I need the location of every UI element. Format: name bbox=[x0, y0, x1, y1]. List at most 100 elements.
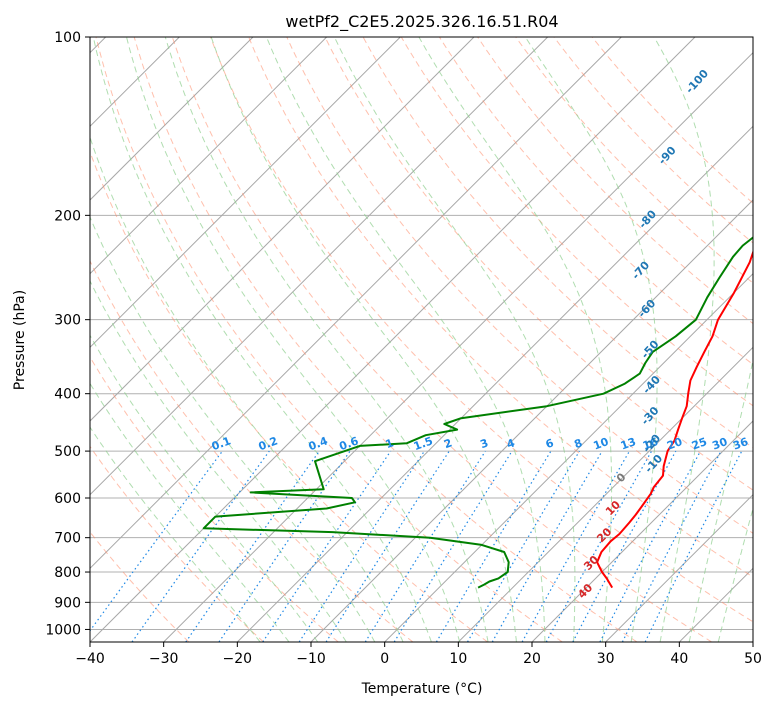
isotherm-line bbox=[90, 37, 696, 642]
x-axis-label: Temperature (°C) bbox=[361, 681, 483, 697]
mixing-ratio-label: 0.6 bbox=[338, 434, 361, 453]
y-tick-label: 100 bbox=[54, 30, 81, 46]
mixing-ratio-label: 8 bbox=[572, 436, 584, 451]
mixing-ratio-line bbox=[435, 450, 552, 642]
dry-adiabat-line bbox=[324, 37, 753, 491]
moist-adiabat-label: 40 bbox=[575, 581, 595, 601]
y-tick-label: 500 bbox=[54, 444, 81, 460]
y-tick-label: 1000 bbox=[45, 622, 81, 638]
mixing-ratio-line bbox=[572, 450, 677, 642]
x-tick-label: −10 bbox=[296, 651, 326, 667]
dry-adiabat-line bbox=[90, 445, 264, 642]
isotherm-line bbox=[605, 493, 753, 642]
dry-adiabat-label: -80 bbox=[636, 207, 659, 231]
moist-adiabat-line bbox=[126, 37, 461, 642]
plot-series bbox=[202, 236, 753, 589]
y-tick-label: 400 bbox=[54, 387, 81, 403]
dry-adiabat-line bbox=[248, 37, 753, 578]
mixing-ratio-line bbox=[325, 450, 450, 642]
dry-adiabat-label: -60 bbox=[635, 297, 658, 321]
y-tick-label: 900 bbox=[54, 595, 81, 611]
isotherm-line bbox=[90, 37, 401, 349]
mixing-ratio-line bbox=[545, 450, 653, 642]
moist-adiabat-line bbox=[688, 358, 753, 642]
dry-adiabat-line bbox=[90, 259, 414, 642]
y-tick-label: 200 bbox=[54, 208, 81, 224]
x-tick-label: −40 bbox=[75, 651, 105, 667]
moist-adiabat-line bbox=[92, 37, 432, 642]
x-tick-label: −30 bbox=[149, 651, 179, 667]
mixing-ratio-line bbox=[364, 450, 486, 642]
dry-adiabat-line bbox=[90, 356, 339, 642]
y-axis-label: Pressure (hPa) bbox=[12, 290, 28, 390]
y-tick-label: 600 bbox=[54, 491, 81, 507]
moist-adiabat-line bbox=[266, 37, 546, 642]
mixing-ratio-label: 1 bbox=[384, 436, 396, 451]
mixing-ratio-label: 20 bbox=[665, 435, 684, 453]
dry-adiabat-line bbox=[591, 37, 753, 204]
y-tick-label: 800 bbox=[54, 565, 81, 581]
isotherm-line bbox=[531, 420, 753, 642]
x-tick-label: 30 bbox=[597, 651, 615, 667]
x-tick-label: 0 bbox=[380, 651, 389, 667]
mixing-ratio-label: 4 bbox=[505, 436, 517, 451]
moist-adiabat-line bbox=[524, 37, 658, 642]
dry-adiabat-label: -50 bbox=[639, 338, 662, 362]
chart-title: wetPf2_C2E5.2025.326.16.51.R04 bbox=[285, 12, 558, 32]
plot-background-lines bbox=[90, 37, 753, 642]
mixing-ratio-label: 0.1 bbox=[210, 434, 233, 453]
x-tick-label: −20 bbox=[223, 651, 253, 667]
mixing-ratio-label: 0.4 bbox=[307, 434, 330, 453]
moist-adiabat-line bbox=[90, 215, 376, 642]
dry-adiabat-line bbox=[210, 37, 753, 623]
moist-adiabat-line bbox=[90, 334, 319, 642]
isotherm-line bbox=[678, 567, 753, 642]
dry-adiabat-label: -20 bbox=[640, 432, 663, 456]
isotherm-line bbox=[90, 37, 475, 422]
dry-adiabat-line bbox=[171, 37, 712, 642]
isotherm-line bbox=[90, 37, 328, 275]
dry-adiabat-line bbox=[95, 37, 563, 642]
moist-adiabat-line bbox=[90, 426, 261, 642]
isotherm-line bbox=[752, 641, 753, 642]
dry-adiabat-line bbox=[477, 37, 753, 325]
dry-adiabat-line bbox=[90, 531, 190, 642]
moist-adiabat-label: 20 bbox=[594, 525, 614, 545]
dry-adiabat-label: -40 bbox=[640, 373, 663, 397]
dry-adiabat-line bbox=[90, 150, 488, 642]
moist-adiabat-line bbox=[164, 37, 489, 642]
mixing-ratio-line bbox=[90, 450, 223, 632]
moist-adiabat-line bbox=[717, 506, 753, 642]
mixing-ratio-label: 36 bbox=[731, 435, 750, 453]
dewpoint-profile-line bbox=[202, 236, 753, 589]
mixing-ratio-line bbox=[466, 450, 580, 642]
y-tick-label: 300 bbox=[54, 313, 81, 329]
plot-frame bbox=[89, 36, 754, 643]
mixing-ratio-line bbox=[393, 450, 513, 642]
isotherm-line bbox=[90, 37, 622, 570]
mixing-ratio-line bbox=[218, 450, 351, 642]
isotherm-line bbox=[384, 272, 753, 642]
moist-adiabat-line bbox=[90, 382, 290, 642]
mixing-ratio-label: 25 bbox=[690, 435, 709, 452]
mixing-ratio-line bbox=[185, 450, 320, 642]
dry-adiabat-label: -30 bbox=[639, 404, 662, 428]
temperature-profile-line bbox=[596, 249, 753, 589]
moist-adiabat-label: 10 bbox=[603, 498, 623, 518]
dry-adiabat-line bbox=[133, 37, 638, 642]
mixing-ratio-label: 6 bbox=[544, 436, 556, 451]
isotherm-line bbox=[236, 125, 753, 642]
mixing-ratio-label: 16 bbox=[641, 435, 660, 453]
x-tick-label: 20 bbox=[523, 651, 541, 667]
mixing-ratio-line bbox=[298, 450, 425, 642]
mixing-ratio-line bbox=[599, 450, 702, 642]
mixing-ratio-label: 30 bbox=[710, 435, 729, 453]
x-tick-label: 10 bbox=[449, 651, 467, 667]
dry-adiabat-line bbox=[438, 37, 753, 366]
isotherm-line bbox=[90, 37, 254, 201]
moist-adiabat-line bbox=[333, 37, 576, 642]
moist-adiabat-line bbox=[418, 37, 613, 642]
axes: −40 −30 −20 −10 0 10 20 30 40 5010020030040050060… bbox=[45, 30, 762, 667]
mixing-ratio-label: 3 bbox=[478, 436, 490, 451]
